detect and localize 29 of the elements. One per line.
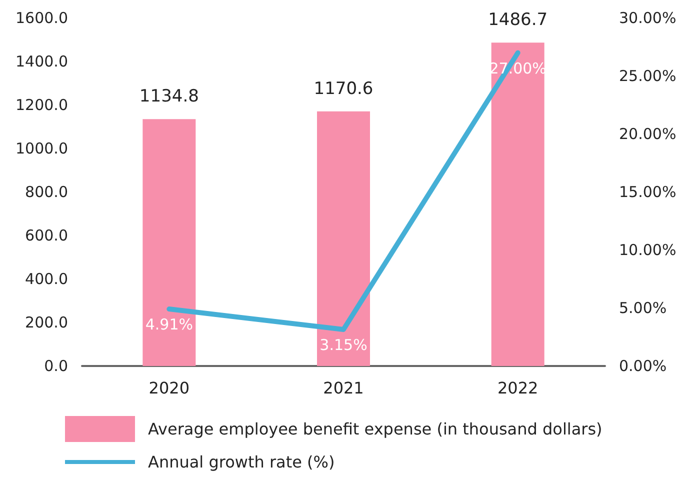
legend-label: Average employee benefit expense (in thousand dollars) (148, 420, 602, 438)
y2-tick-label: 0.00% (619, 357, 667, 375)
y-tick-label: 1200.0 (16, 96, 68, 114)
y-tick-label: 1400.0 (16, 52, 68, 70)
y2-tick-label: 15.00% (619, 183, 676, 201)
y2-tick-label: 30.00% (619, 9, 676, 27)
y2-tick-label: 20.00% (619, 125, 676, 143)
data-label: 1134.8 (139, 86, 199, 107)
y-tick-label: 800.0 (25, 183, 68, 201)
y2-tick-label: 10.00% (619, 241, 676, 259)
y2-tick-label: 25.00% (619, 67, 676, 85)
data-label: 3.15% (320, 336, 368, 354)
y-tick-label: 1000.0 (16, 140, 68, 158)
bar (491, 42, 544, 366)
data-label: 4.91% (145, 316, 193, 334)
y2-tick-label: 5.00% (619, 299, 667, 317)
bar (317, 111, 370, 366)
bar (142, 119, 196, 366)
y-tick-label: 600.0 (25, 226, 68, 244)
y-tick-label: 0.0 (44, 357, 68, 375)
data-label: 1170.6 (314, 78, 374, 99)
x-tick-label: 2022 (497, 378, 538, 398)
y-tick-label: 200.0 (25, 314, 68, 332)
data-label: 1486.7 (488, 10, 548, 30)
x-tick-label: 2020 (148, 378, 190, 398)
y-tick-label: 400.0 (25, 270, 68, 288)
y-tick-label: 1600.0 (16, 9, 68, 27)
x-tick-label: 2021 (323, 378, 364, 398)
legend-label: Annual growth rate (%) (148, 452, 335, 472)
